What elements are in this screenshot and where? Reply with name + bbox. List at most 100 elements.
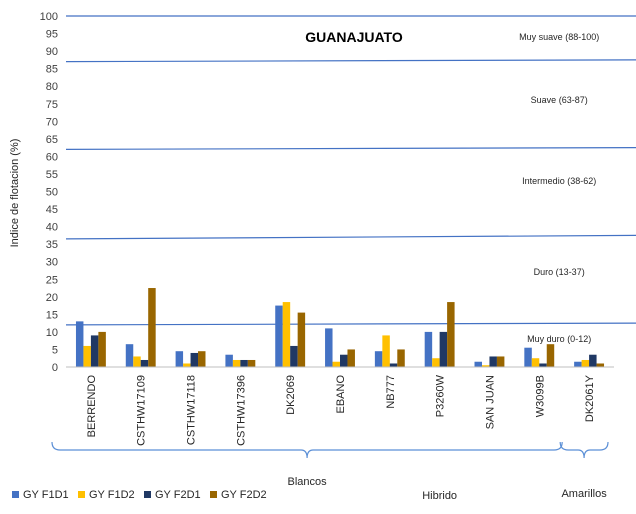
bar-gy-f1d2	[382, 335, 390, 367]
bar-gy-f2d2	[447, 302, 455, 367]
bar-gy-f1d2	[133, 356, 141, 367]
y-tick-label: 20	[46, 292, 58, 304]
y-tick-label: 30	[46, 257, 58, 269]
bar-gy-f1d1	[374, 351, 383, 367]
y-tick-label: 95	[46, 29, 58, 41]
category-label: DK2061Y	[584, 374, 596, 422]
y-tick-label: 80	[46, 81, 58, 93]
bar-gy-f1d1	[574, 361, 582, 367]
y-tick-label: 60	[46, 151, 58, 163]
bar-gy-f2d2	[546, 344, 555, 367]
y-tick-label: 75	[46, 99, 58, 111]
bar-gy-f2d2	[397, 349, 405, 367]
bar-gy-f1d1	[524, 347, 532, 367]
legend: GY F1D1 GY F1D2 GY F2D1 GY F2D2	[12, 489, 267, 501]
bar-gy-f2d2	[596, 363, 605, 367]
hardness-band-label: Muy suave (88-100)	[519, 32, 599, 42]
bar-gy-f1d2	[332, 361, 340, 367]
group-label: Blancos	[288, 476, 328, 488]
category-label: CSTHW17118	[186, 375, 198, 445]
hardness-band-label: Muy duro (0-12)	[527, 334, 591, 344]
bar-gy-f1d2	[531, 358, 540, 367]
bar-gy-f1d2	[481, 365, 490, 367]
legend-label: GY F2D1	[155, 489, 201, 501]
bar-gy-f1d2	[432, 358, 440, 367]
bar-gy-f2d1	[340, 354, 348, 367]
legend-label: GY F1D1	[23, 489, 69, 501]
legend-label: GY F2D2	[221, 489, 267, 501]
y-tick-label: 55	[46, 169, 58, 181]
bar-gy-f1d2	[282, 302, 291, 367]
legend-swatch	[12, 491, 19, 498]
bar-gy-f2d1	[539, 363, 547, 367]
group-label: Amarillos	[561, 488, 607, 500]
legend-swatch	[78, 491, 85, 498]
y-tick-label: 100	[40, 11, 58, 23]
y-axis-label: Indice de flotacion (%)	[9, 139, 21, 248]
bar-gy-f1d1	[424, 331, 433, 367]
bar-gy-f2d2	[98, 331, 106, 367]
hardness-band-line	[65, 322, 636, 326]
y-tick-label: 10	[46, 327, 58, 339]
hardness-band-label: Duro (13-37)	[534, 267, 585, 277]
category-label: DK2069	[285, 375, 297, 415]
hardness-band-labels: Muy suave (88-100) Suave (63-87) Intermedi…	[519, 32, 599, 344]
category-label: W3099B	[534, 375, 546, 417]
group-label: Hibrido	[422, 490, 457, 502]
hardness-band-label: Suave (63-87)	[531, 95, 588, 105]
group-brackets: Blancos Hibrido Amarillos	[51, 441, 609, 502]
bar-gy-f1d2	[581, 359, 590, 367]
y-tick-label: 65	[46, 134, 58, 146]
y-tick-label: 35	[46, 239, 58, 251]
y-tick-label: 25	[46, 274, 58, 286]
legend-swatch	[144, 491, 151, 498]
y-tick-label: 5	[52, 344, 58, 356]
category-label: BERRENDO	[86, 375, 98, 438]
bar-gy-f2d1	[90, 335, 99, 367]
hardness-band-line	[65, 147, 636, 150]
legend-label: GY F1D2	[89, 489, 135, 501]
bar-gy-f2d2	[496, 356, 505, 367]
bar-gy-f2d1	[190, 352, 199, 367]
category-label: P3260W	[435, 374, 447, 417]
y-tick-label: 40	[46, 222, 58, 234]
bar-gy-f2d2	[148, 288, 156, 367]
bar-gy-f2d1	[140, 359, 149, 367]
category-labels: BERRENDO CSTHW17109 CSTHW17118 CSTHW17396 DK…	[86, 374, 596, 446]
y-tick-label: 90	[46, 46, 58, 58]
bar-gy-f2d2	[347, 349, 355, 367]
bar-gy-f2d2	[247, 359, 256, 367]
y-tick-label: 45	[46, 204, 58, 216]
bar-gy-f1d2	[232, 359, 241, 367]
bar-gy-f2d1	[240, 359, 248, 367]
bar-gy-f1d1	[474, 361, 482, 367]
bar-gy-f1d2	[183, 363, 191, 367]
bar-gy-f1d1	[75, 321, 84, 367]
bars	[75, 288, 605, 367]
bar-gy-f1d1	[125, 344, 134, 367]
category-label: NB777	[385, 375, 397, 409]
chart-title: GUANAJUATO	[305, 29, 403, 45]
bar-gy-f1d1	[225, 354, 233, 367]
hardness-band-label: Intermedio (38-62)	[522, 176, 596, 186]
y-tick-label: 70	[46, 116, 58, 128]
bar-gy-f1d2	[83, 345, 91, 367]
category-label: EBANO	[335, 375, 347, 414]
bar-gy-f2d1	[290, 345, 298, 367]
bar-gy-f2d1	[439, 331, 448, 367]
hardness-band-line	[65, 234, 636, 240]
category-label: CSTHW17396	[235, 375, 247, 446]
y-tick-label: 15	[46, 309, 58, 321]
y-tick-label: 0	[52, 362, 58, 374]
bar-gy-f2d1	[489, 356, 497, 367]
group-bracket	[51, 441, 563, 459]
category-label: SAN JUAN	[484, 375, 496, 429]
y-axis-ticks: 0 5 10 15 20 25 30 35 40 45 50 55 60 65 70 75 80 85 90 95 10…	[40, 11, 58, 374]
group-bracket	[559, 441, 609, 459]
legend-swatch	[210, 491, 217, 498]
y-tick-label: 50	[46, 187, 58, 199]
bar-gy-f2d1	[589, 354, 597, 367]
bar-gy-f2d1	[389, 363, 398, 367]
bar-gy-f2d2	[297, 312, 306, 367]
